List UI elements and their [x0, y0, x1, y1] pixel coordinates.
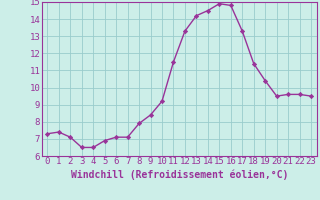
X-axis label: Windchill (Refroidissement éolien,°C): Windchill (Refroidissement éolien,°C)	[70, 169, 288, 180]
